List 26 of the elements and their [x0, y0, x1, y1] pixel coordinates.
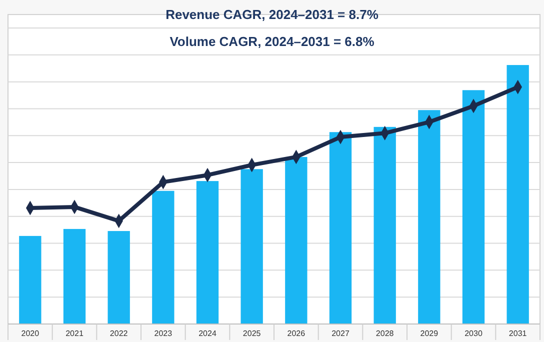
- x-tick-label: 2023: [154, 329, 173, 338]
- x-tick-label: 2031: [508, 329, 528, 338]
- x-tick-label: 2020: [21, 329, 40, 338]
- bar: [152, 190, 174, 324]
- chart-subtitle: Volume CAGR, 2024–2031 = 6.8%: [170, 34, 375, 49]
- bar: [196, 181, 219, 324]
- x-tick-label: 2022: [110, 329, 128, 338]
- x-tick-label: 2025: [242, 329, 262, 338]
- bar: [418, 110, 440, 324]
- x-tick-label: 2021: [66, 329, 84, 338]
- x-tick-label: 2028: [376, 329, 394, 338]
- bar: [240, 169, 263, 324]
- bar: [462, 90, 485, 324]
- x-tick-label: 2027: [332, 329, 350, 338]
- bar: [63, 228, 86, 324]
- bar: [19, 236, 42, 324]
- bar: [374, 126, 396, 324]
- bar: [285, 156, 308, 324]
- bar: [506, 65, 529, 324]
- x-tick-label: 2024: [198, 329, 217, 338]
- bar: [108, 231, 130, 324]
- x-tick-label: 2029: [420, 329, 439, 338]
- chart-title: Revenue CAGR, 2024–2031 = 8.7%: [166, 7, 379, 22]
- bar: [329, 132, 352, 324]
- x-tick-label: 2026: [287, 329, 306, 338]
- x-tick-label: 2030: [464, 329, 483, 338]
